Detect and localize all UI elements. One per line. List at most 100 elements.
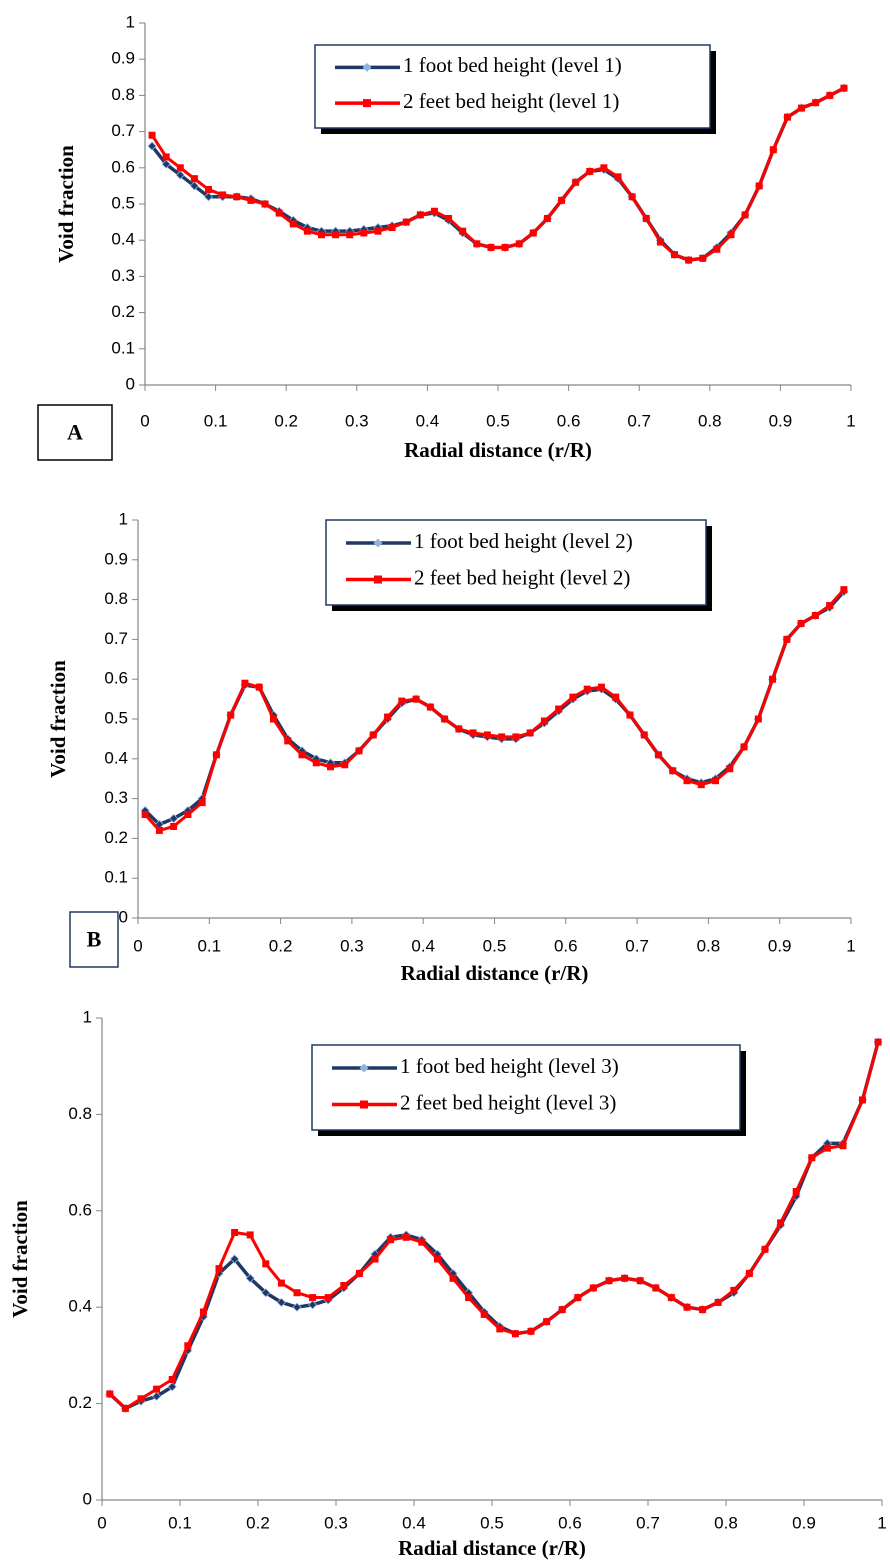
marker bbox=[740, 743, 748, 751]
marker bbox=[215, 1265, 223, 1273]
marker bbox=[369, 731, 377, 739]
x-tick-label: 0.7 bbox=[625, 936, 649, 955]
marker bbox=[168, 1376, 176, 1383]
x-tick-label: 0.3 bbox=[345, 411, 369, 430]
legend bbox=[314, 44, 711, 129]
marker bbox=[483, 731, 491, 739]
marker bbox=[284, 737, 292, 745]
marker bbox=[318, 231, 325, 239]
x-tick-label: 0.5 bbox=[483, 936, 507, 955]
marker bbox=[792, 1188, 800, 1196]
marker bbox=[656, 238, 664, 246]
marker bbox=[823, 1144, 831, 1152]
x-axis-title: Radial distance (r/R) bbox=[404, 438, 592, 462]
marker bbox=[640, 731, 648, 739]
marker bbox=[199, 1308, 207, 1316]
x-tick-label: 0.6 bbox=[558, 1513, 582, 1532]
y-axis-title: Void fraction bbox=[54, 145, 78, 263]
marker bbox=[355, 747, 363, 755]
x-tick-label: 1 bbox=[846, 936, 855, 955]
y-tick-label: 0.9 bbox=[104, 549, 128, 568]
marker bbox=[713, 245, 721, 253]
marker bbox=[106, 1390, 114, 1398]
marker bbox=[184, 1342, 192, 1350]
x-tick-label: 0 bbox=[97, 1513, 106, 1532]
y-tick-label: 0 bbox=[83, 1489, 92, 1508]
marker bbox=[308, 1300, 318, 1310]
marker bbox=[324, 1294, 332, 1302]
marker bbox=[384, 713, 392, 721]
marker bbox=[455, 725, 463, 733]
y-tick-label: 0.1 bbox=[111, 338, 135, 357]
marker bbox=[730, 1286, 738, 1294]
marker bbox=[261, 1288, 271, 1298]
marker bbox=[121, 1404, 129, 1412]
marker bbox=[797, 619, 805, 627]
marker bbox=[839, 1142, 847, 1150]
marker bbox=[783, 113, 791, 121]
marker bbox=[241, 679, 249, 687]
marker bbox=[341, 761, 349, 769]
marker bbox=[515, 240, 523, 248]
y-tick-label: 0.6 bbox=[68, 1200, 92, 1219]
marker bbox=[586, 167, 594, 175]
marker bbox=[175, 170, 185, 180]
y-tick-label: 0.4 bbox=[68, 1297, 92, 1316]
legend-label: 1 foot bed height (level 1) bbox=[403, 53, 622, 77]
y-tick-label: 0 bbox=[119, 907, 128, 926]
marker bbox=[219, 191, 227, 199]
x-tick-label: 0.8 bbox=[714, 1513, 738, 1532]
legend-marker bbox=[362, 62, 372, 72]
y-tick-label: 0.8 bbox=[111, 85, 135, 104]
y-tick-label: 0.2 bbox=[111, 302, 135, 321]
marker bbox=[170, 822, 178, 830]
legend-label: 1 foot bed height (level 2) bbox=[414, 529, 633, 553]
marker bbox=[761, 1245, 769, 1253]
marker bbox=[826, 91, 834, 99]
series-line bbox=[143, 590, 846, 827]
chart: 0 0.1 0.2 0.3 0.4 0.5 0.6 0.7 0.8 0.9 1 0 0.1 0.2 0.3 0… bbox=[46, 509, 856, 984]
x-tick-label: 0.6 bbox=[557, 411, 581, 430]
marker bbox=[626, 711, 634, 719]
y-tick-label: 0.4 bbox=[111, 230, 135, 249]
marker bbox=[671, 251, 678, 259]
marker bbox=[167, 1382, 177, 1392]
x-tick-label: 0.5 bbox=[486, 411, 510, 430]
y-tick-label: 0.2 bbox=[68, 1393, 92, 1412]
x-tick-label: 0.1 bbox=[197, 936, 221, 955]
marker bbox=[418, 1238, 426, 1246]
marker bbox=[745, 1269, 753, 1277]
marker bbox=[246, 1231, 254, 1239]
marker bbox=[303, 227, 311, 235]
marker bbox=[555, 705, 563, 713]
marker bbox=[512, 733, 520, 741]
panel-label: B bbox=[87, 927, 102, 952]
marker bbox=[205, 186, 213, 194]
marker bbox=[811, 612, 819, 620]
x-tick-label: 0.5 bbox=[480, 1513, 504, 1532]
marker bbox=[233, 193, 241, 201]
marker bbox=[812, 99, 820, 107]
x-tick-label: 0.2 bbox=[269, 936, 293, 955]
marker bbox=[572, 178, 580, 186]
y-tick-label: 0.7 bbox=[111, 121, 135, 140]
marker bbox=[176, 164, 184, 172]
x-tick-label: 0.2 bbox=[246, 1513, 270, 1532]
marker bbox=[614, 173, 622, 181]
marker bbox=[727, 231, 735, 239]
marker bbox=[697, 781, 705, 789]
marker bbox=[712, 777, 720, 785]
marker bbox=[558, 1306, 566, 1314]
marker bbox=[589, 1284, 597, 1292]
y-tick-label: 1 bbox=[126, 12, 135, 31]
marker bbox=[769, 146, 777, 154]
marker bbox=[360, 229, 368, 237]
marker bbox=[449, 1274, 457, 1282]
marker bbox=[529, 229, 537, 237]
marker bbox=[498, 733, 506, 741]
marker bbox=[148, 131, 156, 139]
y-axis-title: Void fraction bbox=[8, 1200, 32, 1318]
marker bbox=[355, 1269, 363, 1277]
marker bbox=[699, 254, 707, 262]
legend-marker bbox=[374, 575, 382, 584]
